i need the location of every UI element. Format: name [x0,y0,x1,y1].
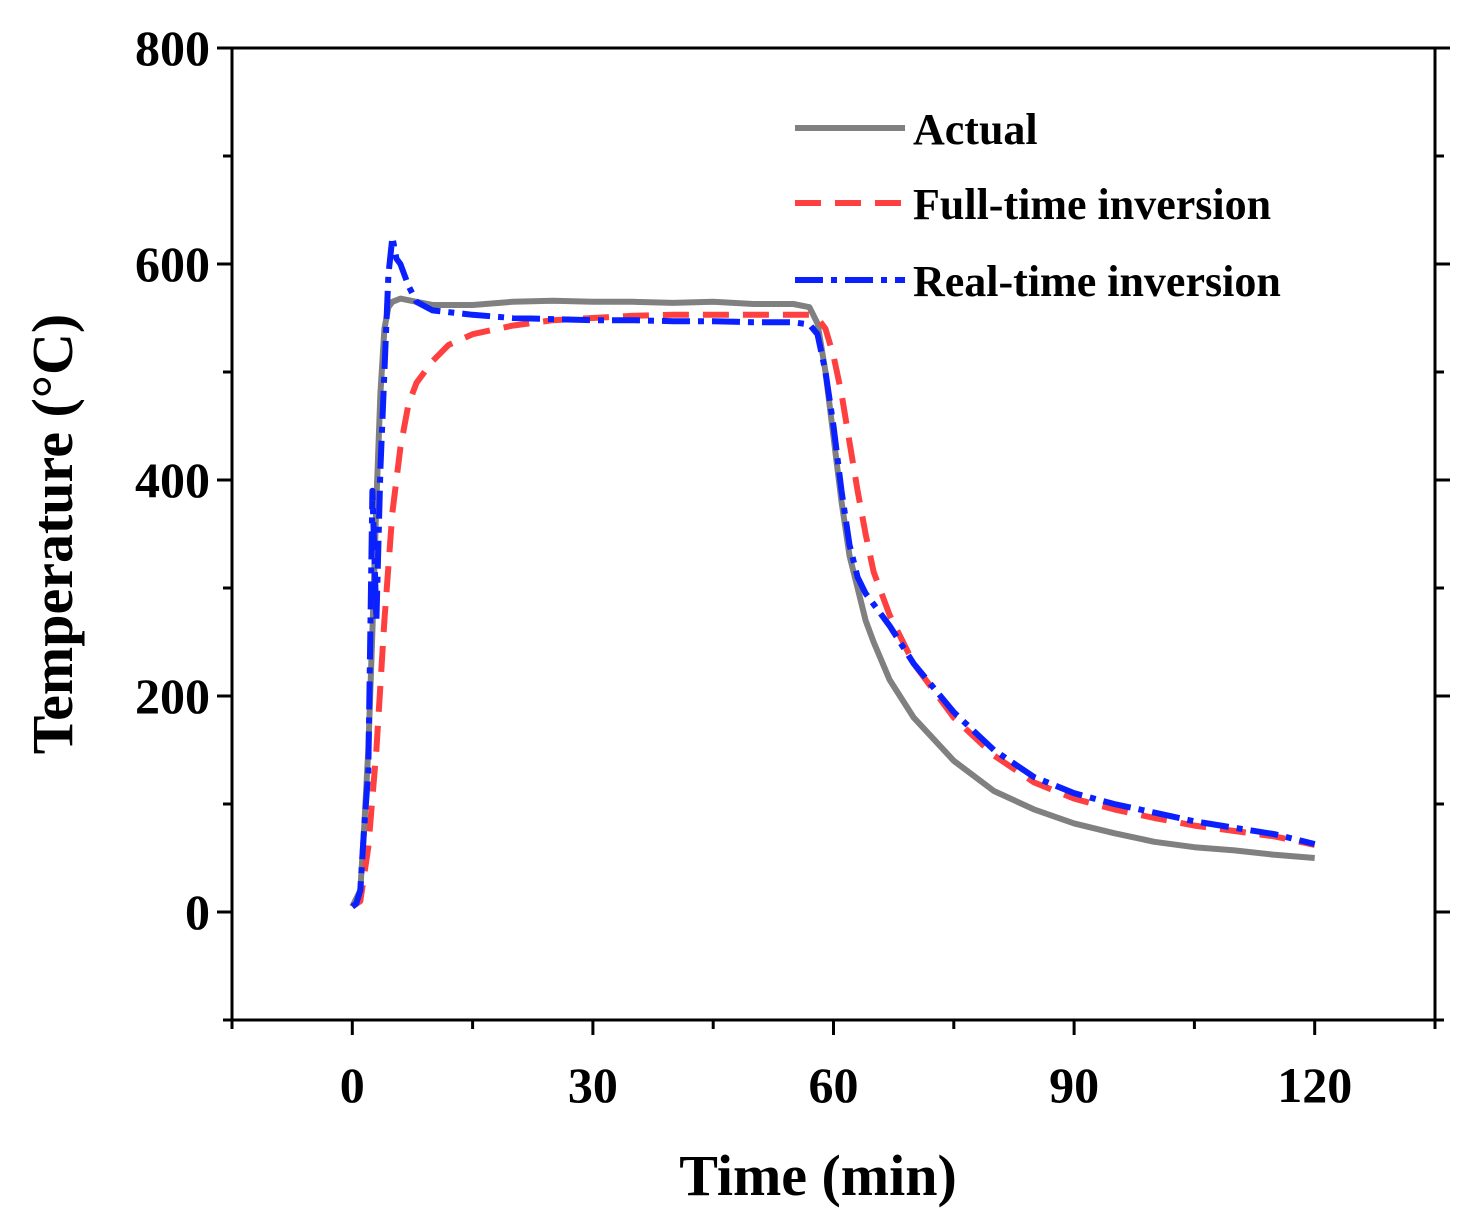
axis-tick-labels: 0 30 60 90 120 0 200 400 600 800 [135,20,1352,1113]
y-tick-label: 0 [185,884,210,940]
y-tick-label: 200 [135,668,210,724]
legend-label-actual: Actual [913,105,1038,154]
x-tick-label: 0 [340,1057,365,1113]
legend-label-full-time: Full-time inversion [913,180,1271,229]
y-axis-title: Temperature (°C) [20,314,85,754]
y-tick-label: 600 [135,236,210,292]
legend: Actual Full-time inversion Real-time inv… [795,105,1281,306]
x-tick-label: 120 [1277,1057,1352,1113]
series-full-time-inversion [350,311,1316,910]
legend-label-real-time: Real-time inversion [913,257,1281,306]
x-axis-title: Time (min) [679,1143,957,1208]
series-real-time-inversion [350,234,1316,909]
x-tick-label: 60 [809,1057,859,1113]
x-tick-label: 90 [1049,1057,1099,1113]
y-tick-label: 800 [135,20,210,76]
x-tick-label: 30 [568,1057,618,1113]
series-group [349,234,1316,910]
axis-ticks [217,46,1450,1035]
y-tick-label: 400 [135,452,210,508]
